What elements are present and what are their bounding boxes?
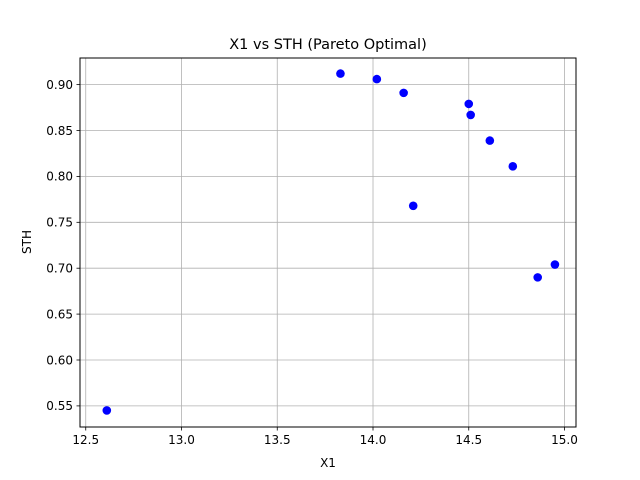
data-point (408, 201, 418, 211)
y-tick-label: 0.75 (46, 216, 73, 230)
data-point (399, 88, 408, 98)
chart-title: X1 vs STH (Pareto Optimal) (229, 37, 426, 53)
y-axis-title: STH (20, 230, 34, 254)
data-point (533, 273, 542, 282)
y-tick-label: 0.55 (46, 399, 73, 413)
data-point (464, 99, 474, 109)
data-points (102, 69, 560, 415)
data-point (508, 162, 518, 171)
data-point (466, 110, 475, 120)
x-tick-label: 14.0 (360, 433, 387, 447)
y-tick-label: 0.65 (46, 307, 73, 321)
y-tick-label: 0.90 (46, 78, 73, 92)
y-tick-label: 0.85 (46, 124, 73, 138)
y-tick-label: 0.80 (46, 170, 73, 184)
plot-area-frame (79, 57, 577, 428)
data-point (485, 136, 495, 145)
x-axis-title: X1 (320, 456, 336, 470)
data-point (550, 260, 560, 269)
x-tick-label: 15.0 (551, 433, 578, 447)
data-point (102, 406, 112, 415)
data-point (336, 69, 345, 78)
y-tick-label: 0.70 (46, 262, 73, 276)
x-tick-label: 13.5 (264, 433, 291, 447)
axis-ticks: 12.5 13.0 13.5 14.0 14.5 15.0 0.55 0.60 0.65 0.70… (46, 78, 578, 447)
x-tick-label: 13.0 (168, 433, 195, 447)
x-tick-label: 14.5 (455, 433, 482, 447)
x-tick-label: 12.5 (72, 433, 99, 447)
data-point (372, 74, 382, 84)
grid-lines (80, 58, 576, 427)
y-tick-label: 0.60 (46, 353, 73, 367)
